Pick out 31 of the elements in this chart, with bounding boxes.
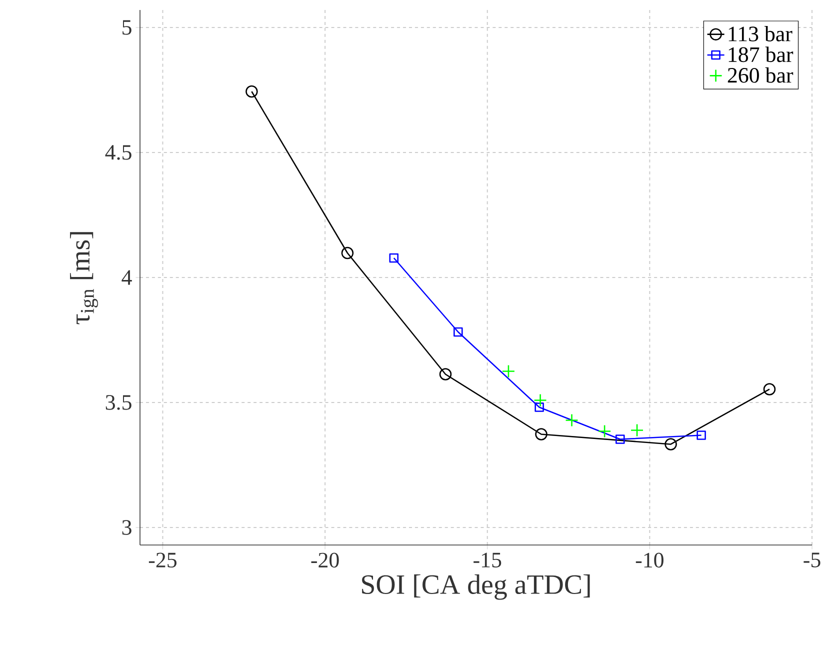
point xyxy=(341,246,354,260)
y-tick-label: 4 xyxy=(122,270,132,285)
point xyxy=(616,434,625,444)
point xyxy=(454,327,463,337)
legend-label: 187 bar xyxy=(728,46,794,62)
point xyxy=(565,414,578,427)
point xyxy=(535,428,548,440)
point xyxy=(630,424,644,437)
point xyxy=(246,85,258,98)
y-axis-title: τ$_{ign}$ [ms] xyxy=(70,232,98,324)
point xyxy=(664,438,677,450)
point xyxy=(502,364,516,378)
legend-label: 113 bar xyxy=(728,26,792,42)
x-tick-label: -25 xyxy=(148,552,176,568)
point xyxy=(534,394,547,407)
point xyxy=(439,368,452,380)
x-axis-title: SOI [CA deg aTDC] xyxy=(362,574,590,600)
point xyxy=(534,402,544,412)
point xyxy=(696,430,706,440)
point xyxy=(389,253,399,263)
point xyxy=(763,383,776,396)
point xyxy=(598,424,612,438)
x-tick-label: -5 xyxy=(804,552,820,568)
y-tick-label: 3 xyxy=(122,520,132,535)
y-tick-label: 5 xyxy=(122,20,132,35)
legend-label: 260 bar xyxy=(728,67,794,83)
y-tick-label: 3.5 xyxy=(106,395,132,410)
x-tick-label: -10 xyxy=(636,552,664,568)
x-tick-label: -15 xyxy=(474,552,502,568)
x-tick-label: -20 xyxy=(311,552,339,568)
y-tick-label: 4.5 xyxy=(105,145,132,160)
